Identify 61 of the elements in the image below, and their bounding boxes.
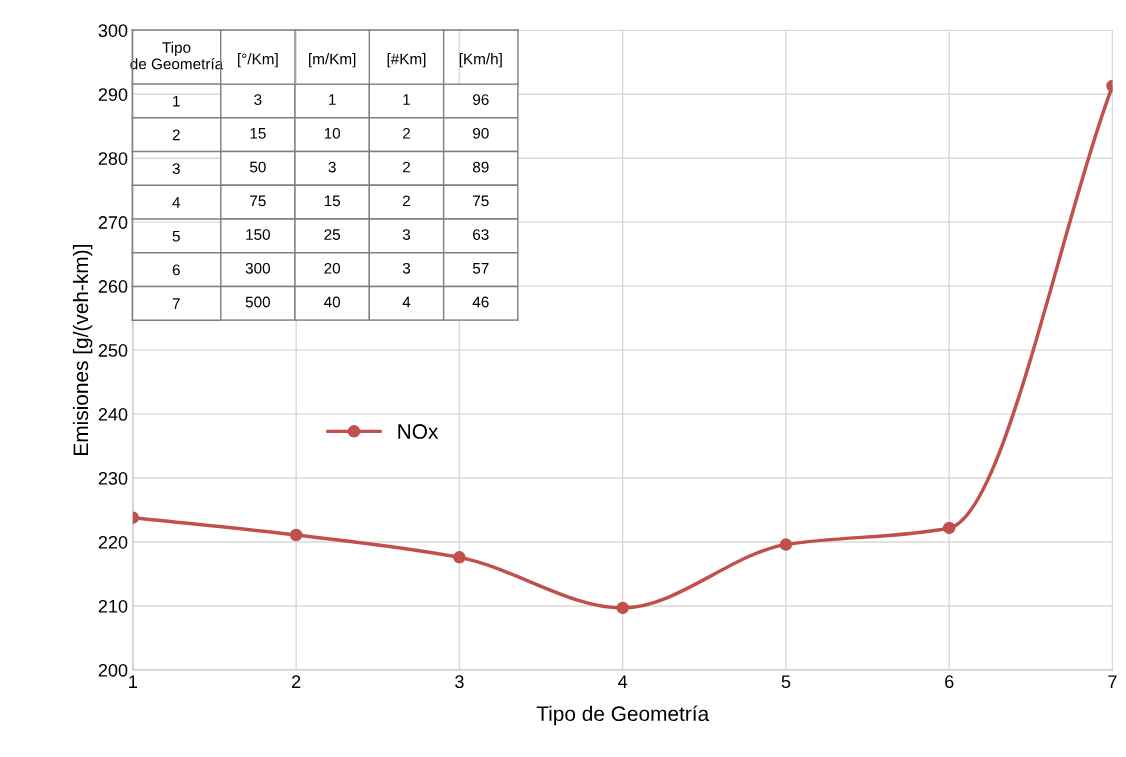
y-tick-label: 280	[98, 152, 128, 165]
data-label: 57	[472, 263, 489, 274]
x-tick-label: [#Km]	[387, 53, 426, 68]
x-axis-title: Tipo de Geometría	[536, 705, 710, 726]
y-tick-label: 220	[98, 535, 128, 549]
x-tick-label: 7	[1108, 675, 1117, 688]
data-label: 75	[250, 195, 266, 207]
y-tick-label: 290	[98, 88, 128, 101]
y-tick-label: 300	[98, 24, 128, 37]
y-tick-label: 4	[172, 197, 181, 208]
data-label: 46	[472, 296, 489, 308]
y-tick-label: 230	[98, 471, 128, 485]
data-label: 90	[473, 127, 489, 139]
y-tick-label: 240	[98, 408, 128, 421]
legend-label: NOx	[398, 424, 439, 439]
data-label: 3	[254, 94, 262, 105]
x-tick-label: [Km/h]	[459, 53, 502, 68]
data-label: 50	[249, 161, 266, 173]
data-label: 4	[402, 296, 411, 308]
data-label: 75	[473, 195, 489, 207]
x-tick-label: 5	[781, 675, 791, 689]
y-tick-label: 3	[172, 163, 180, 175]
y-tick-label: 5	[172, 230, 180, 242]
data-label: 2	[403, 161, 410, 173]
y-axis-title: Tipo de Geometría	[130, 41, 224, 70]
y-axis-title: Emisiones [g/(veh-km)]	[72, 245, 93, 455]
y-tick-label: 270	[98, 216, 128, 229]
y-tick-label: 200	[98, 663, 128, 677]
y-tick-label: 7	[172, 298, 180, 309]
y-tick-label: 260	[98, 280, 128, 293]
data-label: 10	[324, 127, 341, 139]
x-tick-label: 4	[618, 675, 628, 688]
data-label: 3	[402, 262, 411, 274]
data-label: 300	[245, 262, 270, 274]
data-label: 3	[402, 229, 411, 240]
data-label: 2	[403, 127, 410, 139]
y-tick-label: 250	[98, 344, 128, 357]
x-tick-label: 3	[455, 675, 464, 689]
y-tick-label: 6	[172, 264, 180, 276]
data-label: 25	[324, 229, 341, 240]
data-label: 150	[246, 229, 270, 240]
y-tick-label: 1	[173, 95, 180, 107]
data-label: 15	[324, 195, 341, 207]
data-label: 96	[473, 94, 489, 105]
data-label: 500	[245, 296, 270, 308]
data-label: 40	[324, 296, 341, 308]
data-label: 63	[473, 229, 489, 240]
x-tick-label: 6	[945, 675, 954, 689]
x-tick-label: [m/Km]	[309, 53, 356, 68]
x-tick-label: 1	[129, 675, 138, 688]
x-tick-label: [°/Km]	[238, 53, 278, 68]
data-label: 2	[403, 195, 410, 207]
x-tick-label: 2	[292, 675, 301, 688]
data-label: 1	[403, 94, 410, 105]
data-label: 3	[328, 161, 336, 173]
y-tick-label: 2	[172, 129, 180, 141]
data-label: 15	[250, 128, 266, 139]
y-tick-label: 210	[98, 599, 128, 613]
data-label: 89	[472, 161, 489, 173]
data-label: 1	[329, 94, 336, 105]
data-label: 20	[324, 262, 341, 274]
